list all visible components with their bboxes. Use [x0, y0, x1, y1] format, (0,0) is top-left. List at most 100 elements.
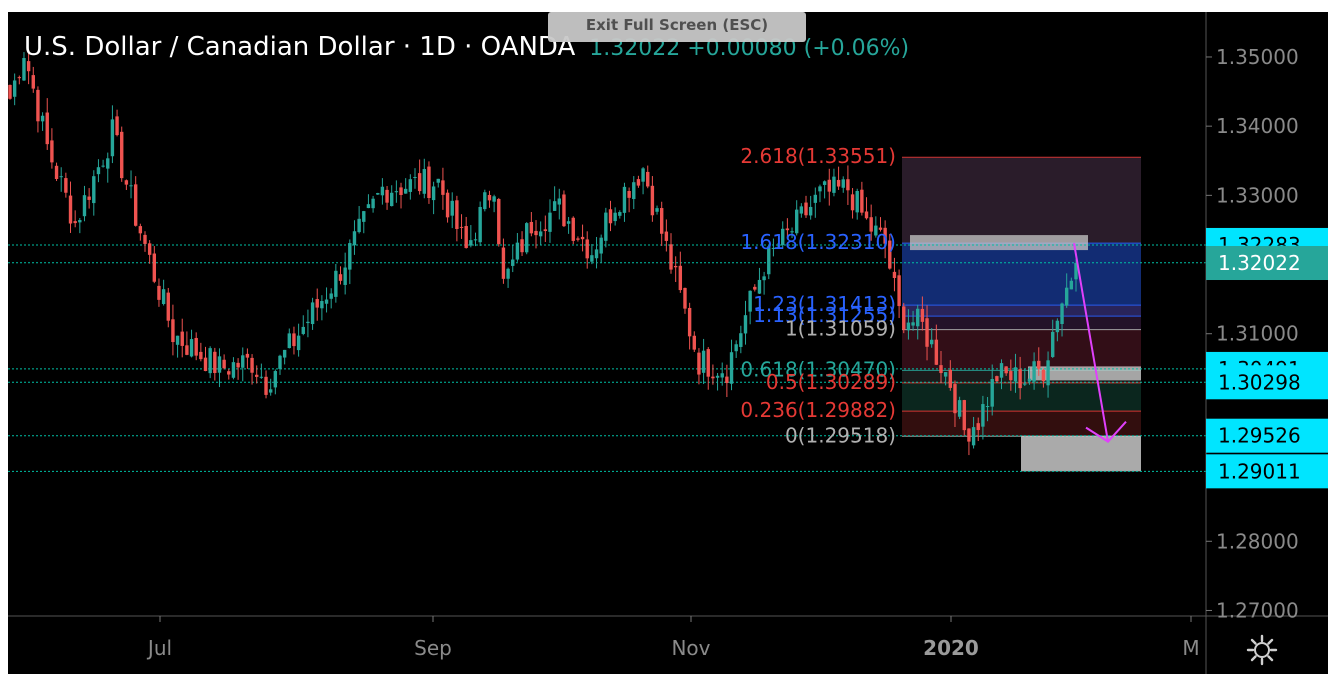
candle-body	[478, 206, 482, 243]
candle-body	[729, 352, 734, 384]
candle-body	[36, 89, 40, 122]
candle-body	[413, 177, 417, 179]
candle-body	[175, 335, 180, 345]
candle-body	[473, 239, 478, 241]
candle-body	[790, 231, 794, 233]
candle-body	[976, 423, 980, 431]
candle-body	[655, 208, 659, 212]
exit-fullscreen-button[interactable]: Exit Full Screen (ESC)	[548, 12, 806, 42]
candle-body	[543, 229, 548, 232]
candle-body	[296, 335, 301, 351]
candle-body	[953, 384, 957, 414]
candle-body	[632, 182, 636, 200]
candle-body	[106, 158, 110, 169]
gear-icon[interactable]	[1244, 632, 1280, 668]
candle-body	[445, 192, 450, 218]
price-chart[interactable]: 2.618(1.33551) 1.618(1.32310) 1.23(1.31413…	[8, 12, 1328, 674]
candle-body	[310, 302, 315, 325]
candle-body	[31, 75, 35, 89]
candle-body	[1064, 287, 1069, 306]
candle-body	[762, 276, 766, 281]
candle-body	[124, 180, 129, 185]
candle-body	[278, 355, 282, 369]
candle-body	[241, 355, 245, 368]
candle-body	[292, 333, 296, 347]
candle-body	[943, 372, 948, 377]
candle-body	[832, 176, 836, 193]
candle-body	[767, 246, 771, 275]
candle-body	[850, 194, 855, 211]
candle-body	[962, 400, 966, 431]
candle-body	[594, 249, 599, 259]
y-tick-label: 1.31000	[1216, 322, 1299, 346]
candle-body	[185, 345, 189, 355]
candle-body	[1018, 369, 1022, 389]
candle-body	[82, 195, 87, 217]
price-tag-label: 1.30298	[1218, 370, 1301, 394]
candle-body	[96, 167, 101, 175]
fib-level-label: 1.13(1.31255)	[753, 303, 896, 327]
fib-level-label: 0.618(1.30470)	[740, 357, 896, 381]
price-tag	[1206, 454, 1328, 489]
candle-body	[59, 176, 63, 178]
candle-body	[26, 61, 31, 72]
candle-body	[734, 344, 738, 352]
candle-body	[990, 379, 994, 407]
candle-body	[464, 226, 468, 248]
candle-body	[110, 119, 115, 157]
candle-body	[1055, 320, 1060, 333]
candle-body	[1004, 366, 1008, 374]
candle-body	[343, 267, 347, 285]
candle-body	[497, 198, 501, 245]
candle-body	[352, 231, 357, 246]
candle-body	[678, 265, 683, 291]
candle-body	[883, 227, 887, 244]
candle-body	[450, 200, 454, 216]
candle-body	[22, 58, 26, 81]
candle-body	[161, 289, 166, 304]
candle-body	[957, 400, 962, 417]
candle-body	[455, 200, 459, 229]
candle-body	[236, 362, 240, 368]
fib-zone	[902, 316, 1141, 330]
candle-body	[189, 339, 194, 357]
fib-zone	[902, 243, 1141, 306]
candle-body	[808, 206, 813, 216]
candle-body	[562, 194, 566, 227]
candle-body	[50, 140, 54, 163]
candle-body	[627, 190, 631, 198]
candle-body	[1009, 371, 1013, 381]
candle-body	[776, 247, 780, 249]
arrow-head	[1085, 420, 1127, 443]
y-tick-label: 1.35000	[1216, 45, 1299, 69]
candle-body	[1051, 331, 1055, 357]
candle-body	[669, 244, 673, 270]
fib-zone	[902, 411, 1141, 437]
chart-screen[interactable]: 2.618(1.33551) 1.618(1.32310) 1.23(1.31413…	[8, 12, 1328, 674]
candle-body	[180, 331, 184, 346]
candle-body	[511, 259, 515, 266]
fib-level-label: 0(1.29518)	[785, 423, 896, 447]
candle-body	[720, 373, 724, 378]
target-zone-box	[1021, 435, 1141, 472]
candle-body	[804, 202, 808, 216]
candle-body	[1037, 360, 1041, 369]
candle-body	[929, 339, 934, 345]
candle-body	[301, 326, 305, 334]
candle-body	[660, 208, 664, 234]
price-tag	[1206, 365, 1328, 400]
candle-body	[892, 271, 897, 278]
candle-body	[971, 427, 976, 446]
candle-body	[618, 212, 622, 216]
candle-body	[711, 376, 715, 379]
candle-body	[441, 180, 445, 195]
candle-body	[785, 228, 790, 231]
candle-body	[12, 80, 17, 97]
candle-body	[706, 349, 710, 377]
candle-body	[487, 194, 492, 201]
candle-body	[520, 239, 524, 253]
candle-body	[981, 404, 985, 427]
candle-body	[431, 186, 436, 201]
candle-body	[874, 225, 878, 236]
candle-body	[525, 223, 529, 253]
